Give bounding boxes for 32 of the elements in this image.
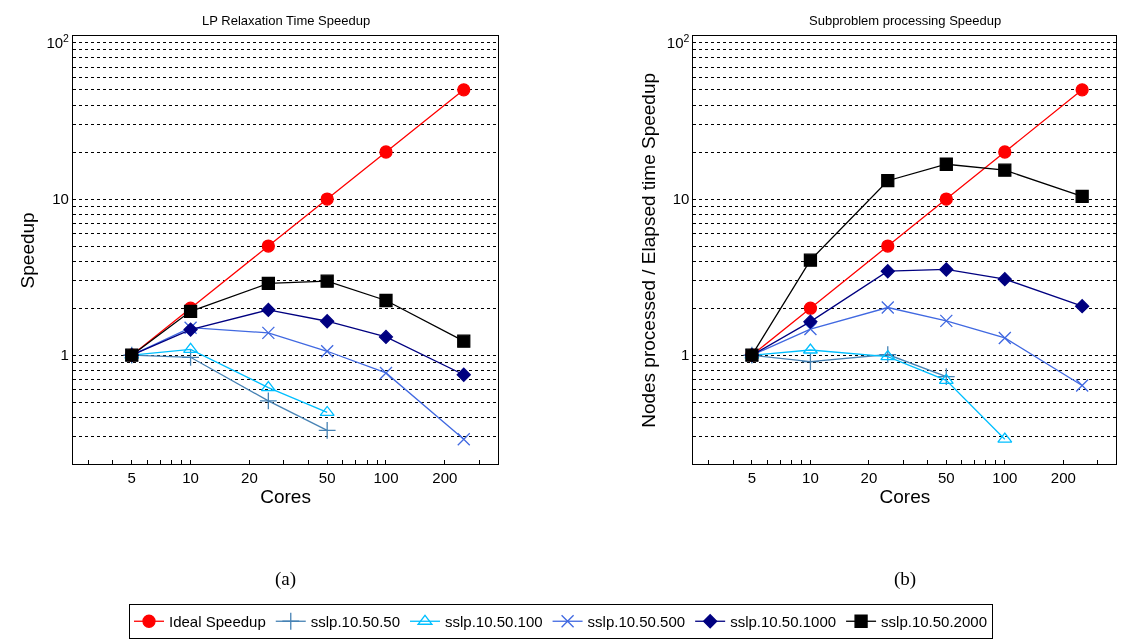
chart-title: Subproblem processing Speedup [809, 13, 1002, 28]
x-tick-label: 200 [432, 469, 458, 487]
x-axis-title: Cores [879, 486, 931, 508]
x-tick-label: 100 [992, 469, 1018, 487]
legend-label: sslp.10.50.500 [587, 613, 686, 631]
x-tick-label: 20 [860, 469, 878, 487]
text: (a) [275, 568, 297, 590]
y-tick-label: 1 [681, 346, 690, 364]
y-tick-label: 1 [60, 346, 69, 364]
x-tick-label: 50 [318, 469, 336, 487]
y-tick-label: 10 [672, 190, 690, 208]
y-axis-title: Nodes processed / Elapsed time Speedup [637, 72, 659, 428]
x-tick-label: 5 [127, 469, 136, 487]
text: (b) [894, 568, 917, 590]
chart-title: LP Relaxation Time Speedup [202, 13, 371, 28]
legend-label: sslp.10.50.50 [310, 613, 400, 631]
x-tick-label: 10 [182, 469, 199, 487]
y-tick-label: 10$^{2}$ [46, 31, 70, 52]
x-tick-label: 5 [747, 469, 757, 487]
legend-label: sslp.10.50.100 [445, 613, 543, 631]
legend-label: sslp.10.50.2000 [881, 613, 987, 631]
legend-label: sslp.10.50.1000 [730, 613, 837, 631]
x-tick-label: 50 [937, 469, 955, 487]
x-tick-label: 10 [802, 469, 819, 487]
y-tick-label: 10$^{2}$ [666, 31, 690, 52]
y-tick-label: 10 [52, 190, 69, 208]
x-tick-label: 20 [241, 469, 258, 487]
x-tick-label: 100 [373, 469, 399, 487]
y-axis-title: Speedup [17, 212, 39, 289]
legend-label: Ideal Speedup [169, 613, 266, 631]
x-axis-title: Cores [260, 486, 311, 508]
x-tick-label: 200 [1050, 469, 1076, 487]
